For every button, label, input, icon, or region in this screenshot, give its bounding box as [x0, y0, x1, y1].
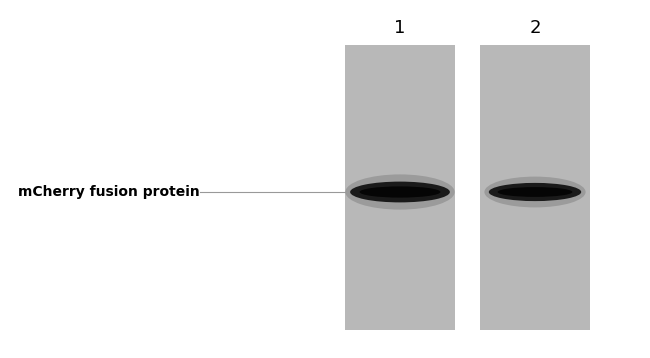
- Ellipse shape: [359, 187, 441, 198]
- Ellipse shape: [350, 182, 450, 202]
- Ellipse shape: [489, 183, 581, 201]
- Text: 1: 1: [395, 19, 406, 37]
- Ellipse shape: [484, 176, 586, 207]
- Text: 2: 2: [529, 19, 541, 37]
- Text: mCherry fusion protein: mCherry fusion protein: [18, 185, 200, 199]
- FancyBboxPatch shape: [480, 45, 590, 330]
- FancyBboxPatch shape: [345, 45, 455, 330]
- Ellipse shape: [498, 187, 573, 197]
- Ellipse shape: [345, 174, 454, 209]
